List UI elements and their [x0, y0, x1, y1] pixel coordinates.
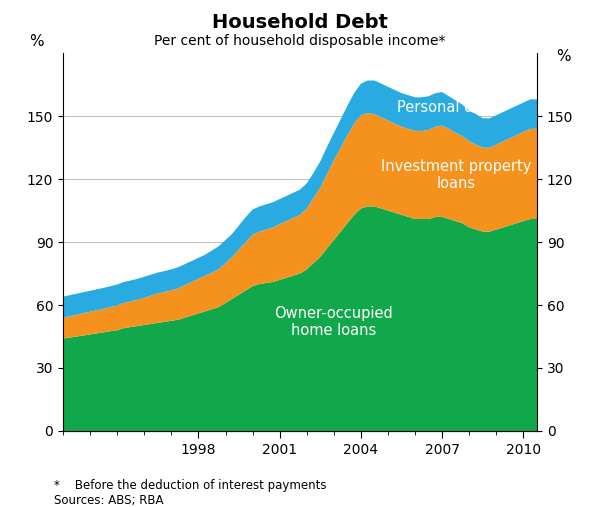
Text: Investment property
loans: Investment property loans — [380, 159, 531, 191]
Y-axis label: %: % — [556, 50, 571, 64]
Text: Household Debt: Household Debt — [212, 13, 388, 31]
Y-axis label: %: % — [29, 34, 44, 50]
Text: Personal debt: Personal debt — [397, 100, 498, 115]
Text: Per cent of household disposable income*: Per cent of household disposable income* — [154, 34, 446, 49]
Text: Sources: ABS; RBA: Sources: ABS; RBA — [54, 494, 163, 507]
Text: Owner-occupied
home loans: Owner-occupied home loans — [274, 306, 393, 338]
Text: *    Before the deduction of interest payments: * Before the deduction of interest payme… — [54, 479, 326, 492]
